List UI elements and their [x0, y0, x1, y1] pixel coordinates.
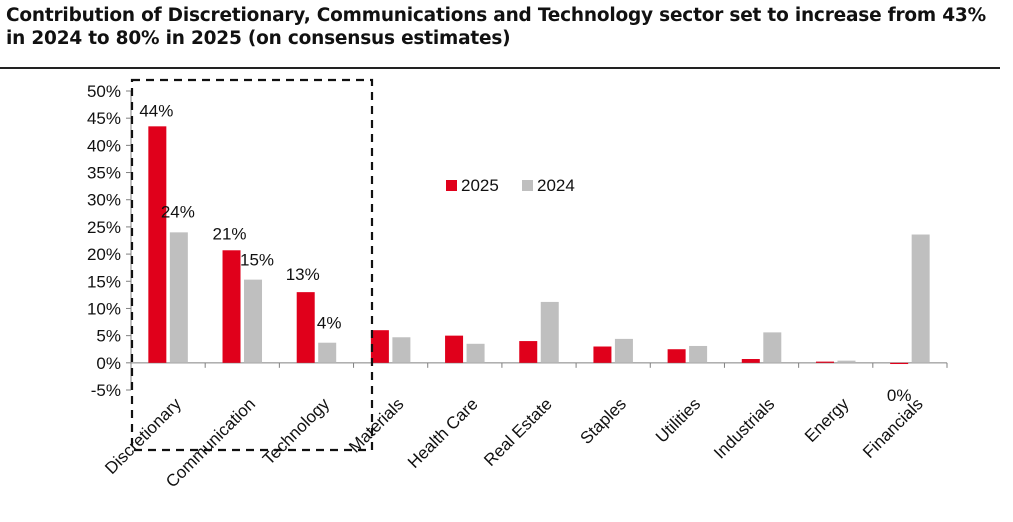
bar-2024-health-care [466, 343, 485, 363]
bar-2025-industrials [741, 359, 760, 363]
chart-title: Contribution of Discretionary, Communica… [6, 5, 986, 49]
bar-2025-financials [890, 362, 909, 365]
bar-2024-communication [244, 279, 263, 363]
y-tick-label: 25% [87, 218, 121, 237]
data-label: 4% [317, 314, 342, 333]
y-tick-label: 45% [87, 109, 121, 128]
highlight-box [130, 78, 374, 452]
legend-swatch-2025 [446, 180, 457, 191]
y-tick-label: 20% [87, 245, 121, 264]
bar-2025-utilities [667, 349, 686, 363]
category-label: Real Estate [480, 394, 556, 470]
category-label: Materials [345, 394, 407, 456]
y-tick-label: 30% [87, 191, 121, 210]
data-label: 0% [887, 386, 912, 405]
category-label: Energy [801, 394, 853, 446]
bar-2025-technology [296, 292, 315, 363]
y-tick-label: 50% [87, 82, 121, 101]
bar-2025-discretionary [148, 126, 167, 363]
bar-2025-communication [222, 250, 241, 363]
legend-label-2025: 2025 [461, 176, 499, 195]
bar-2025-energy [815, 361, 834, 363]
title-divider [0, 67, 1000, 69]
bar-2024-financials [911, 234, 930, 363]
y-tick-label: 10% [87, 299, 121, 318]
bar-2024-energy [837, 360, 856, 363]
category-label: Technology [259, 394, 334, 469]
bar-2024-technology [318, 342, 337, 363]
data-label: 44% [139, 101, 173, 120]
category-label: Health Care [404, 394, 482, 472]
y-tick-label: 5% [96, 327, 121, 346]
bar-2024-materials [392, 337, 411, 363]
y-tick-label: -5% [91, 381, 121, 400]
bar-2025-health-care [445, 335, 464, 363]
bar-2024-utilities [689, 345, 708, 363]
legend-swatch-2024 [522, 180, 533, 191]
bar-2024-staples [614, 338, 633, 363]
bar-2024-real-estate [540, 301, 559, 363]
y-tick-label: 40% [87, 136, 121, 155]
category-label: Utilities [652, 394, 704, 446]
bar-2025-real-estate [519, 341, 538, 363]
bar-2025-staples [593, 346, 612, 363]
data-label: 13% [286, 265, 320, 284]
y-tick-label: 35% [87, 164, 121, 183]
data-label: 15% [240, 251, 274, 270]
data-label: 24% [161, 202, 195, 221]
bar-2024-discretionary [169, 232, 188, 363]
category-label: Discretionary [101, 394, 185, 478]
y-tick-label: 0% [96, 354, 121, 373]
y-tick-label: 15% [87, 272, 121, 291]
bar-2024-industrials [763, 332, 782, 363]
bar-2025-materials [370, 330, 389, 363]
category-label: Staples [576, 394, 630, 448]
category-label: Industrials [710, 394, 778, 462]
legend-label-2024: 2024 [537, 176, 575, 195]
data-label: 21% [213, 224, 247, 243]
